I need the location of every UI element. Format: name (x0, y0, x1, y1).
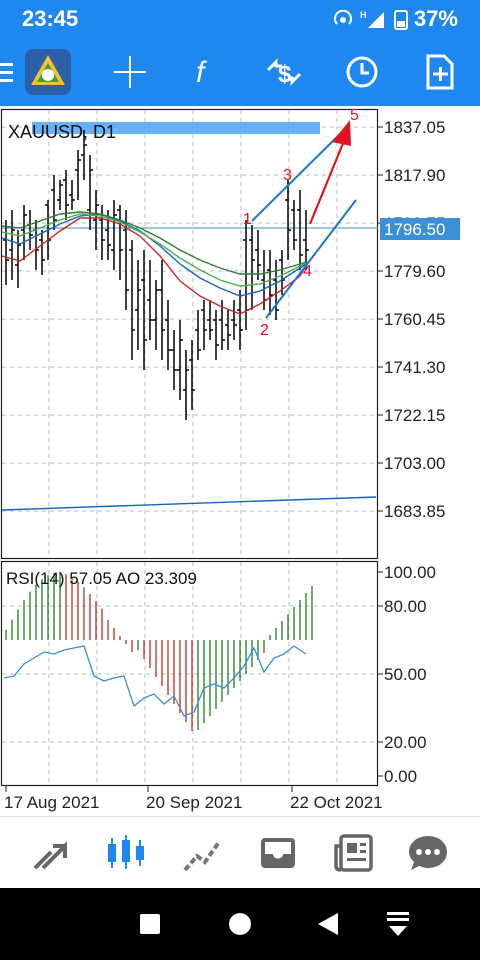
long-trend-line (1, 496, 377, 511)
price-tick-label: 1760.45 (384, 310, 445, 329)
signal-icon: H (360, 10, 384, 28)
notification-pull-icon[interactable] (382, 908, 414, 940)
price-tick-label: 1817.90 (384, 166, 445, 185)
status-time: 23:45 (22, 6, 79, 31)
chat-icon[interactable] (406, 831, 450, 875)
channel-upper-line (251, 133, 341, 222)
current-price-label: 1796.50 (384, 220, 445, 239)
bottom-nav (0, 816, 480, 889)
symbol-change-icon[interactable]: $ (258, 46, 310, 98)
svg-text:H: H (360, 10, 367, 20)
wave-arrow-head (332, 120, 351, 146)
system-nav-bar (0, 888, 480, 960)
current-price-badge (380, 218, 460, 240)
indicator-tick-label: 20.00 (384, 733, 427, 752)
trade-icon[interactable] (28, 831, 72, 875)
home-icon[interactable] (224, 908, 256, 940)
function-icon[interactable]: f (180, 46, 232, 98)
main-pane-frame (0, 108, 379, 560)
svg-text:f: f (196, 56, 207, 89)
channel-lower-line (265, 199, 357, 319)
indicator-tick-label: 50.00 (384, 665, 427, 684)
wave-arrow-line (308, 135, 348, 225)
indicator-tick-label: 0.00 (384, 767, 417, 786)
price-tick-label: 1683.85 (384, 502, 445, 521)
timeframe-clock-icon[interactable] (336, 46, 388, 98)
symbol-highlight-bar (32, 122, 320, 134)
menu-icon[interactable] (0, 46, 24, 98)
price-tick-label: 1837.05 (384, 118, 445, 137)
wave-label-5: 5 (350, 107, 359, 124)
svg-text:$: $ (278, 61, 292, 88)
date-tick-label: 20 Sep 2021 (146, 793, 242, 812)
app-logo[interactable] (22, 46, 74, 98)
date-tick-label: 22 Oct 2021 (290, 793, 383, 812)
wave-label-1: 1 (243, 211, 252, 228)
ma-red-line (1, 217, 307, 315)
indicator-tick-label: 100.00 (384, 563, 436, 582)
date-tick-label: 17 Aug 2021 (4, 793, 99, 812)
status-bar: 23:45 H 37% (0, 0, 480, 38)
indicator-label: RSI(14) 57.05 AO 23.309 (6, 569, 197, 588)
price-tick-label: 1779.60 (384, 262, 445, 281)
rsi-line (3, 645, 307, 717)
battery-percent: 37% (413, 6, 458, 31)
top-toolbar: f $ (0, 38, 480, 106)
wave-label-3: 3 (283, 167, 292, 184)
hotspot-icon (334, 9, 352, 25)
ma-green-line (1, 211, 307, 275)
history-icon[interactable] (180, 831, 224, 875)
price-tick-label: 1703.00 (384, 454, 445, 473)
recent-apps-icon[interactable] (134, 908, 166, 940)
battery-icon (393, 10, 408, 30)
symbol-label: XAUUSD, D1 (8, 122, 116, 142)
chart-area[interactable]: 1837.051817.901798.751779.601760.451741.… (0, 106, 480, 816)
wave-label-4: 4 (303, 263, 312, 280)
ma-blue-line (1, 213, 307, 297)
ma-lightgreen-line (1, 213, 307, 287)
wave-label-2: 2 (260, 322, 269, 339)
inbox-icon[interactable] (256, 831, 300, 875)
price-chart[interactable]: 1837.051817.901798.751779.601760.451741.… (0, 106, 480, 816)
chart-icon[interactable] (104, 831, 148, 875)
price-tick-label: 1722.15 (384, 406, 445, 425)
indicator-tick-label: 80.00 (384, 597, 427, 616)
crosshair-icon[interactable] (104, 46, 156, 98)
add-chart-icon[interactable] (414, 46, 466, 98)
price-tick-label: 1741.30 (384, 358, 445, 377)
news-icon[interactable] (332, 831, 376, 875)
back-icon[interactable] (312, 908, 344, 940)
